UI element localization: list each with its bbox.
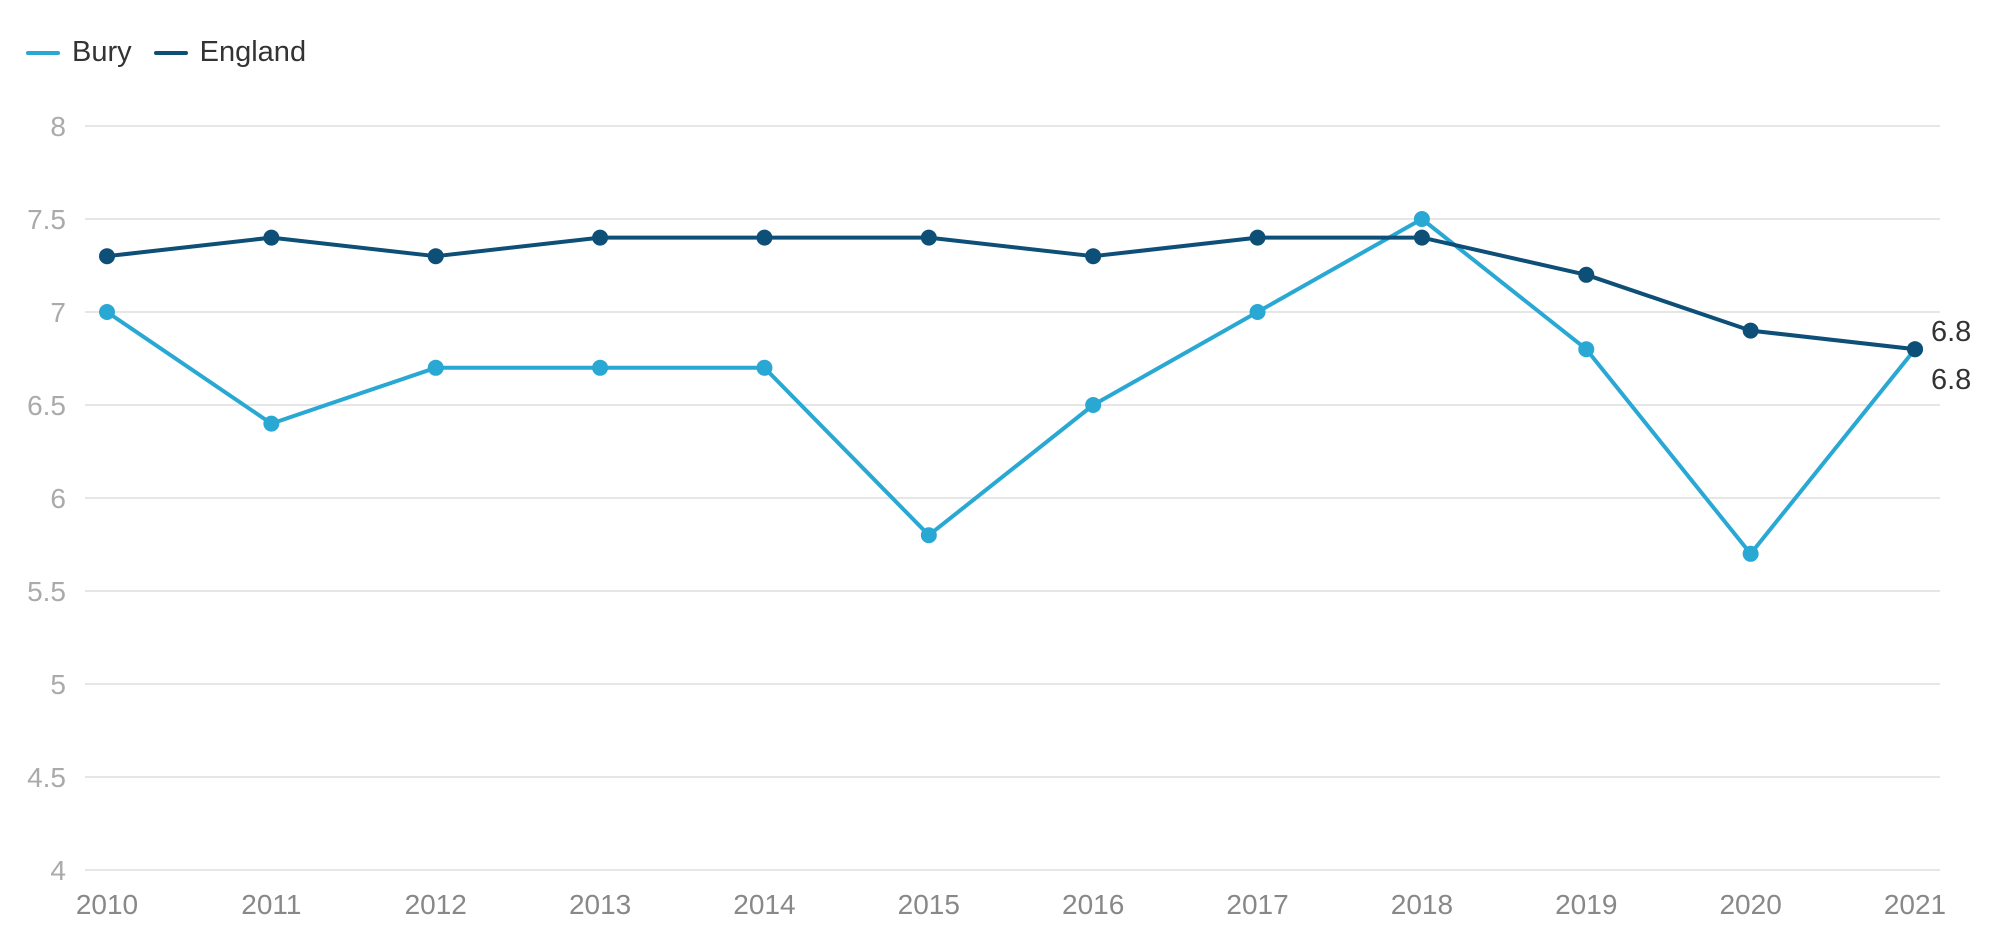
data-point-bury [427,359,444,376]
x-tick-label: 2013 [569,889,631,920]
legend-item-bury[interactable]: Bury [26,36,132,69]
data-point-england [1742,322,1759,339]
data-point-bury [99,304,115,320]
x-tick-label: 2018 [1391,889,1453,920]
end-label-england: 6.8 [1931,316,1971,348]
data-point-england [263,229,280,246]
data-point-england [756,229,773,246]
series-line-england [105,235,1917,352]
x-tick-label: 2015 [898,889,960,920]
y-tick-label: 5 [50,669,66,700]
legend: Bury England [26,36,306,69]
data-point-england [1249,229,1266,246]
y-tick-label: 6.5 [27,390,66,421]
data-point-england [427,248,444,265]
legend-label-england: England [199,36,307,68]
x-tick-label: 2019 [1555,889,1617,920]
data-point-bury [263,415,280,432]
legend-item-england[interactable]: England [153,36,307,69]
x-tick-label: 2021 [1884,889,1946,920]
y-tick-label: 8 [50,111,66,142]
y-tick-label: 6 [50,483,66,514]
series-line-bury [105,217,1917,556]
x-axis-ticks: 2010 2011 2012 2013 2014 2015 2016 2017 2018 2019… [76,889,1946,920]
data-point-england [1907,341,1923,358]
x-tick-label: 2016 [1062,889,1124,920]
data-point-bury [1742,545,1759,562]
data-point-bury [592,359,609,376]
data-point-england [1413,229,1430,246]
x-tick-label: 2010 [76,889,138,920]
x-tick-label: 2012 [405,889,467,920]
y-axis-ticks: 8 7.5 7 6.5 6 5.5 5 4.5 4 [27,111,66,886]
y-tick-label: 7.5 [27,204,66,235]
x-tick-label: 2014 [733,889,795,920]
legend-swatch-england [153,50,188,55]
x-tick-label: 2011 [241,889,301,920]
data-point-england [920,229,937,246]
y-tick-label: 4.5 [27,762,66,793]
grid-lines [85,125,1940,871]
y-tick-label: 4 [50,855,66,886]
data-point-england [592,229,609,246]
end-label-bury: 6.8 [1931,364,1971,396]
data-point-bury [1578,341,1595,358]
data-point-bury [920,527,937,544]
legend-swatch-bury [26,50,60,55]
data-point-bury [1085,397,1102,413]
series-lines [99,211,1923,562]
x-tick-label: 2020 [1719,889,1781,920]
data-point-bury [1413,211,1430,227]
y-tick-label: 5.5 [27,576,66,607]
data-point-bury [756,359,773,376]
end-labels: 6.8 6.8 [1931,316,1971,396]
legend-label-bury: Bury [72,36,132,68]
series-england [99,229,1923,358]
data-point-bury [1249,304,1266,320]
data-point-england [99,248,115,265]
y-tick-label: 7 [50,297,66,328]
x-tick-label: 2017 [1226,889,1288,920]
data-point-england [1578,266,1595,283]
data-point-england [1085,248,1102,265]
series-bury [99,211,1923,562]
